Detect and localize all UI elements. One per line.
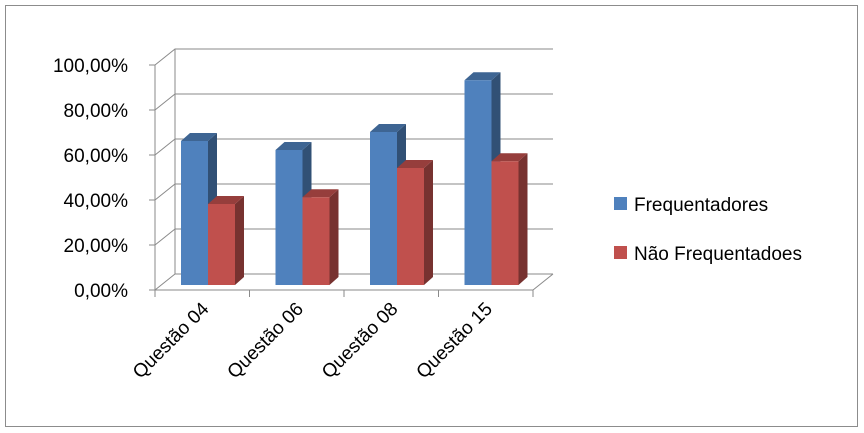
bar-front <box>275 150 303 285</box>
bar-top <box>181 133 217 141</box>
y-tick-label: 0,00% <box>74 281 128 302</box>
gridline <box>154 48 553 66</box>
y-tick-label: 80,00% <box>64 101 129 122</box>
bar-side <box>235 196 244 285</box>
y-tick-label: 20,00% <box>64 236 129 257</box>
legend-label: Não Frequentadoes <box>634 244 802 265</box>
bar-top <box>302 189 339 198</box>
bar-top <box>491 153 528 162</box>
bars <box>181 72 528 285</box>
bar-top <box>275 142 312 150</box>
legend-swatch <box>614 246 627 259</box>
bar-top <box>208 196 244 204</box>
bar-front <box>370 132 397 285</box>
bar-top <box>464 72 501 81</box>
legend-label: Frequentadores <box>634 195 768 216</box>
bar-não-frequentadoes-2 <box>397 160 433 285</box>
bar-front <box>491 161 519 285</box>
x-tick-label: Questão 06 <box>224 299 308 383</box>
y-axis-ticks: 0,00% 20,00% 40,00% 60,00% 80,00% 100,00% <box>53 56 128 302</box>
y-tick-label: 60,00% <box>64 146 129 167</box>
x-axis-ticks: Questão 04 Questão 06 Questão 08 Questão 15 <box>129 298 497 383</box>
bar-não-frequentadoes-3 <box>491 153 528 285</box>
legend: Frequentadores Não Frequentadoes <box>614 195 802 265</box>
bar-não-frequentadoes-1 <box>302 189 339 285</box>
bar-top <box>370 124 406 132</box>
bar-front <box>302 197 330 285</box>
legend-item: Frequentadores <box>614 195 768 216</box>
bar-front <box>208 204 235 285</box>
bar-top <box>397 160 433 168</box>
x-tick-label: Questão 15 <box>413 299 497 383</box>
x-tick-label: Questão 08 <box>318 299 402 383</box>
x-tick-label: Questão 04 <box>129 298 214 383</box>
bar-side <box>329 189 339 285</box>
bar-front <box>181 141 208 285</box>
legend-swatch <box>614 197 627 210</box>
gridline <box>154 93 553 111</box>
y-tick-label: 100,00% <box>53 56 128 77</box>
bar-front <box>464 80 492 285</box>
bar-side <box>518 153 528 285</box>
legend-item: Não Frequentadoes <box>614 244 802 265</box>
floor-right-edge <box>532 273 554 291</box>
gridline <box>154 138 553 156</box>
bar-front <box>397 168 424 285</box>
bar-side <box>424 160 433 285</box>
bar-não-frequentadoes-0 <box>208 196 244 285</box>
y-tick-label: 40,00% <box>64 191 129 212</box>
